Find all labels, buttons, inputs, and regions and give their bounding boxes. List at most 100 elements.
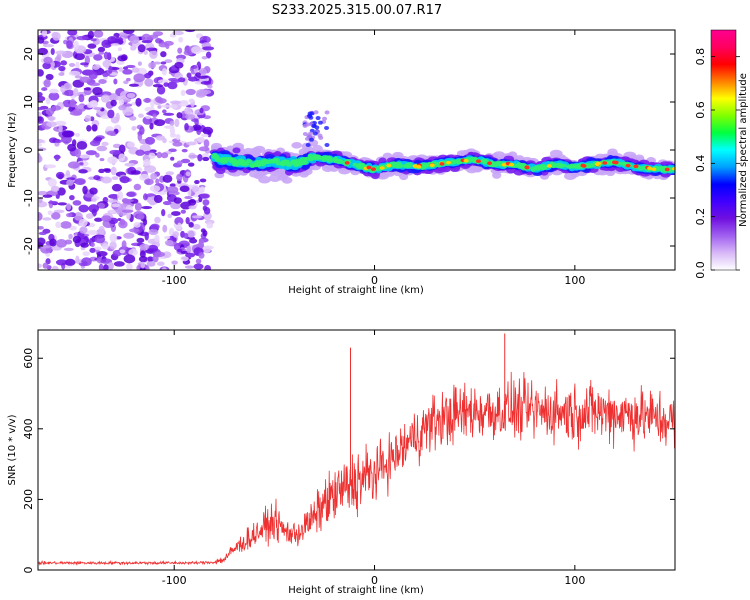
noise-blob bbox=[94, 235, 106, 244]
noise-blob bbox=[107, 109, 115, 119]
noise-blob bbox=[58, 65, 66, 72]
noise-blob bbox=[126, 77, 131, 82]
noise-blob bbox=[124, 162, 136, 167]
noise-blob bbox=[162, 200, 172, 206]
signal-wisp bbox=[322, 116, 328, 121]
y-tick-label: 0 bbox=[22, 567, 35, 574]
noise-blob bbox=[145, 136, 156, 145]
signal-blob bbox=[232, 147, 241, 154]
noise-blob bbox=[123, 254, 136, 264]
signal-peak bbox=[446, 160, 452, 165]
noise-blob bbox=[163, 125, 175, 129]
noise-blob bbox=[38, 190, 48, 196]
signal-wisp bbox=[305, 142, 311, 147]
noise-blob bbox=[38, 143, 42, 147]
y-tick-label: 20 bbox=[22, 47, 35, 61]
signal-peak bbox=[546, 164, 552, 168]
noise-blob bbox=[156, 151, 163, 159]
noise-blob bbox=[154, 251, 166, 258]
y-tick-label: 400 bbox=[22, 418, 35, 439]
noise-blob bbox=[192, 223, 201, 230]
noise-blob bbox=[149, 34, 159, 39]
y-tick-label: 600 bbox=[22, 348, 35, 369]
signal-blob bbox=[324, 155, 332, 161]
noise-blob bbox=[89, 187, 98, 195]
noise-blob bbox=[121, 209, 134, 213]
signal-blob bbox=[352, 162, 358, 167]
noise-blob bbox=[202, 199, 210, 206]
noise-blob bbox=[113, 78, 118, 85]
colorbar-label: Normalized spectral amplitude bbox=[738, 73, 749, 227]
noise-blob bbox=[38, 212, 43, 221]
noise-blob bbox=[168, 148, 177, 153]
noise-blob bbox=[117, 47, 122, 52]
noise-blob bbox=[139, 126, 145, 135]
noise-blob bbox=[160, 51, 167, 58]
signal-peak bbox=[379, 166, 385, 170]
noise-blob bbox=[126, 191, 136, 197]
noise-blob bbox=[163, 82, 170, 87]
noise-blob bbox=[57, 187, 66, 196]
noise-blob bbox=[197, 153, 203, 162]
noise-blob bbox=[177, 222, 182, 230]
noise-blob bbox=[130, 45, 137, 51]
signal-blob bbox=[214, 157, 221, 162]
noise-blob bbox=[55, 50, 67, 55]
noise-blob bbox=[74, 52, 86, 61]
noise-blob bbox=[93, 175, 101, 181]
noise-blob bbox=[43, 44, 55, 48]
noise-blob bbox=[123, 80, 129, 85]
noise-blob bbox=[67, 143, 77, 152]
noise-blob bbox=[184, 107, 192, 115]
signal-peak bbox=[366, 165, 372, 170]
spectrogram-y-ticks: -20 -10 0 10 20 bbox=[22, 47, 675, 255]
noise-blob bbox=[98, 79, 107, 84]
noise-blob bbox=[150, 223, 160, 230]
y-tick-label: -10 bbox=[22, 189, 35, 207]
noise-blob bbox=[78, 169, 88, 174]
noise-blob bbox=[140, 261, 146, 269]
noise-blob bbox=[87, 43, 97, 49]
noise-blob bbox=[38, 36, 45, 44]
signal-wisp bbox=[324, 110, 330, 115]
noise-blob bbox=[161, 267, 167, 270]
noise-blob bbox=[186, 245, 192, 254]
noise-blob bbox=[67, 161, 80, 169]
noise-blob bbox=[176, 112, 183, 119]
y-tick-label: 0 bbox=[22, 147, 35, 154]
colorbar-tick-label: 0.2 bbox=[694, 208, 707, 226]
noise-blob bbox=[192, 124, 202, 131]
signal-blob bbox=[399, 173, 409, 181]
colorbar bbox=[710, 29, 737, 271]
noise-blob bbox=[43, 56, 53, 64]
noise-blob bbox=[161, 68, 167, 76]
noise-blob bbox=[72, 200, 82, 206]
noise-blob bbox=[80, 242, 89, 248]
noise-blob bbox=[178, 36, 184, 43]
noise-blob bbox=[107, 261, 114, 270]
colorbar-tick-label: 0.4 bbox=[694, 155, 707, 173]
noise-blob bbox=[104, 168, 111, 173]
noise-blob bbox=[139, 243, 150, 250]
noise-blob bbox=[137, 61, 142, 66]
noise-blob bbox=[86, 229, 99, 235]
noise-blob bbox=[185, 88, 196, 96]
noise-blob bbox=[154, 119, 166, 127]
noise-blob bbox=[129, 116, 137, 121]
noise-blob bbox=[74, 178, 86, 185]
noise-blob bbox=[115, 112, 120, 122]
signal-wisp bbox=[307, 111, 313, 116]
noise-blob bbox=[47, 178, 57, 187]
noise-blob bbox=[163, 112, 175, 116]
noise-blob bbox=[112, 143, 122, 149]
noise-blob bbox=[173, 197, 182, 204]
noise-blob bbox=[75, 133, 80, 138]
noise-blob bbox=[162, 251, 172, 259]
noise-blob bbox=[117, 55, 127, 62]
noise-blob bbox=[66, 179, 74, 186]
noise-blob bbox=[155, 178, 160, 185]
noise-blob bbox=[143, 72, 152, 79]
noise-blob bbox=[143, 158, 151, 167]
signal-wisp bbox=[317, 133, 323, 138]
